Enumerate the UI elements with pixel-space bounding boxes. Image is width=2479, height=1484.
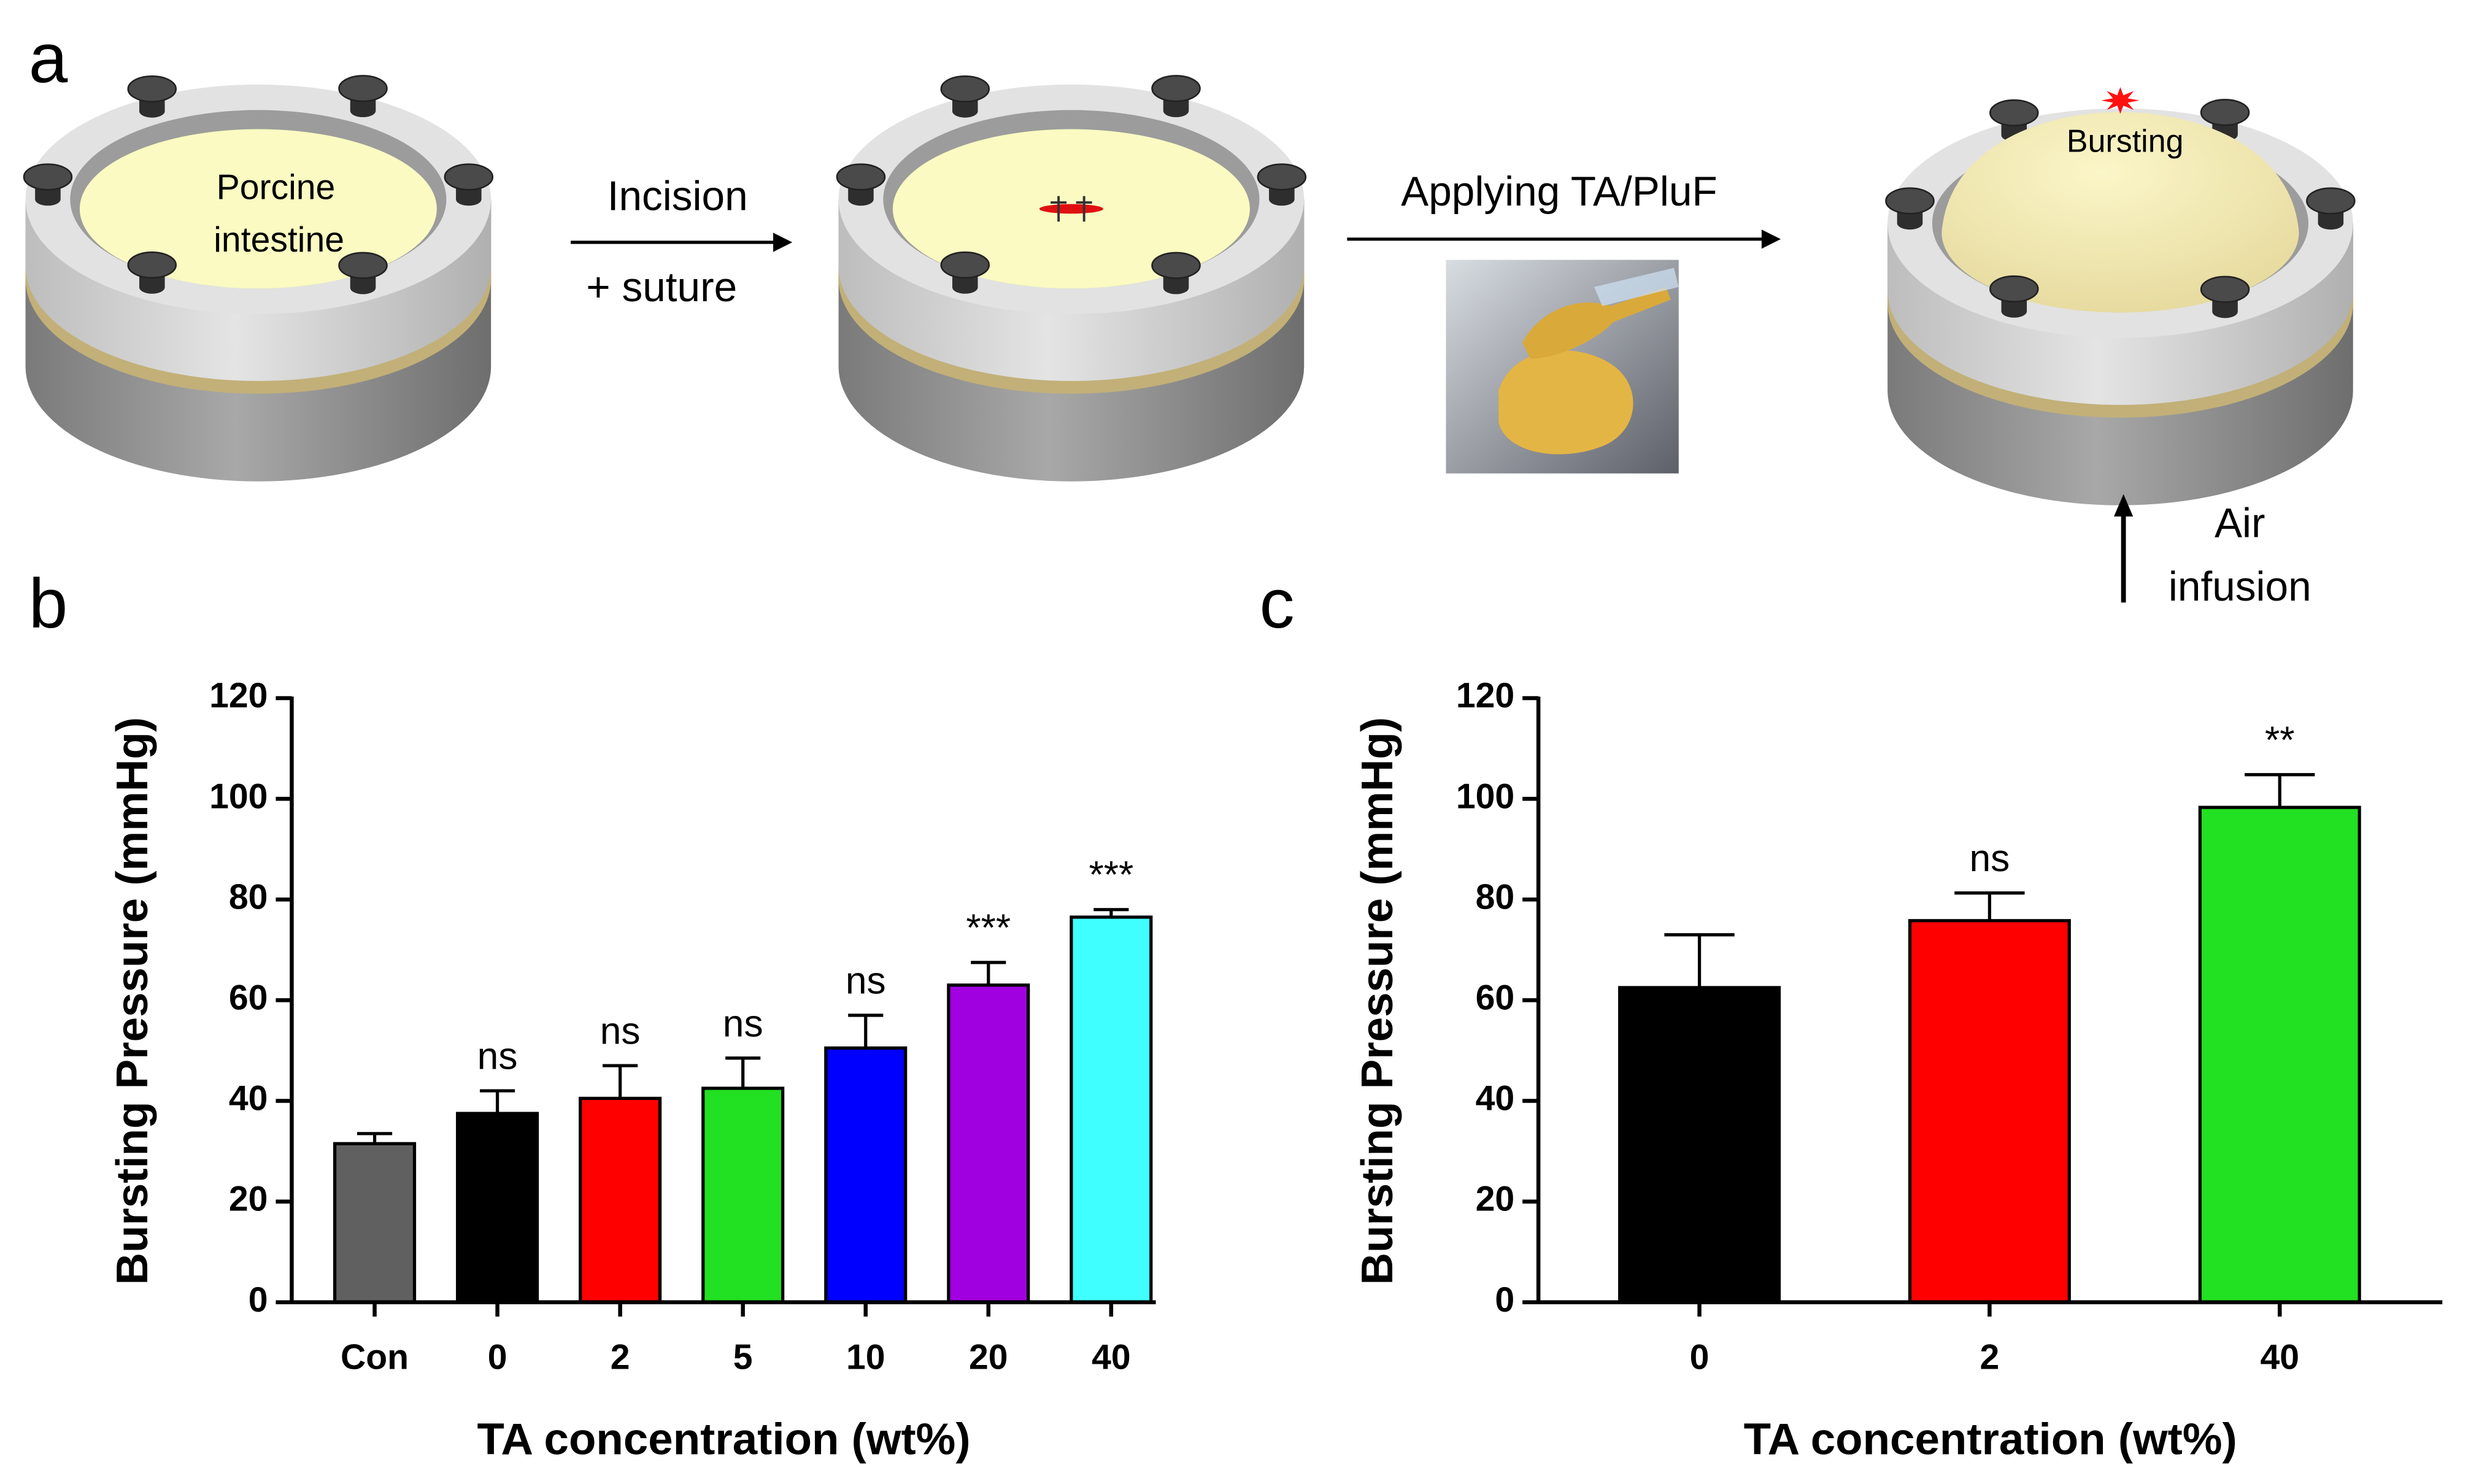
x-axis-label: TA concentration (wt%) [477,1415,970,1464]
step-label: Applying TA/PluF [1401,169,1718,215]
burst-label: Bursting [2067,124,2184,160]
fixture [836,75,1307,482]
screw-head [940,251,990,279]
y-tick-label: 100 [1456,777,1514,816]
y-tick-label: 40 [1476,1079,1515,1118]
x-tick-label: 20 [969,1337,1008,1377]
bar [333,1142,417,1304]
y-tick-label: 60 [229,978,268,1017]
bar [1908,919,2071,1304]
bar [2198,805,2361,1304]
arrow-head [773,233,793,252]
screw-head [338,252,388,279]
y-tick-label: 40 [229,1079,268,1118]
incision [1039,204,1103,214]
screw-head [1885,187,1935,215]
y-tick-label: 80 [1476,877,1515,917]
screw-head [2200,99,2250,126]
sample-label: intestine [214,220,344,260]
screw-head [127,251,177,279]
screw-head [1989,99,2039,127]
significance: ns [600,1010,641,1053]
y-tick-label: 100 [209,777,268,816]
bar [1618,986,1781,1304]
screw-head [2306,187,2356,215]
y-tick-label: 20 [229,1180,268,1219]
significance: ns [723,1002,763,1045]
bar [456,1112,539,1304]
y-tick-label: 0 [249,1280,268,1320]
significance: *** [966,907,1011,949]
screw-head [444,163,494,191]
x-tick-label: 5 [733,1337,753,1377]
x-tick-label: 10 [846,1337,885,1377]
panel-label: c [1259,565,1294,643]
y-axis-label: Bursting Pressure (mmHg) [1352,717,1402,1285]
significance: ns [1969,837,2010,880]
bar [579,1096,662,1304]
screw-head [127,75,177,103]
y-tick-label: 80 [229,877,268,917]
air-label: Air [2215,500,2265,546]
air-label: infusion [2169,564,2311,610]
x-axis-label: TA concentration (wt%) [1744,1415,2237,1464]
fixture [1885,87,2356,506]
inflated-tissue [1941,112,2299,313]
screw-head [2200,275,2250,303]
y-axis-label: Bursting Pressure (mmHg) [107,717,157,1285]
screw-head [1151,252,1201,279]
screw-head [338,75,388,102]
schematic: a Porcine intestine Incision + suture Ap… [23,20,2356,610]
y-tick-label: 0 [1495,1280,1514,1320]
burst-mark [2101,87,2140,114]
screw-head [836,163,886,191]
x-tick-label: Con [341,1337,409,1377]
arrow-head [2114,494,2134,517]
screw-head [940,75,990,103]
screw-head [1151,75,1201,102]
significance: ** [2265,719,2295,761]
suture [1051,196,1092,222]
bar [701,1086,785,1304]
screw-head [1989,275,2039,303]
fixture [23,75,494,482]
photo [1446,260,1679,474]
step-label: Incision [607,174,748,220]
y-tick-label: 120 [209,676,268,715]
screw-head [23,163,73,191]
x-tick-label: 40 [2260,1337,2299,1377]
sample-label: Porcine [217,167,336,207]
screw-head [1257,163,1307,191]
x-tick-label: 0 [488,1337,507,1377]
panel-label: a [29,20,68,98]
significance: ns [846,960,886,1002]
y-tick-label: 120 [1456,676,1514,715]
tissue [79,129,437,289]
panel-label: b [29,565,68,643]
x-tick-label: 0 [1690,1337,1710,1377]
arrow-head [1761,229,1781,249]
y-tick-label: 60 [1476,978,1515,1017]
bar [824,1046,908,1304]
significance: ns [477,1036,518,1078]
bar [1070,915,1153,1304]
bar [947,983,1030,1304]
step-label: + suture [586,264,737,310]
x-tick-label: 40 [1092,1337,1131,1377]
x-tick-label: 2 [611,1337,630,1377]
x-tick-label: 2 [1980,1337,2000,1377]
y-tick-label: 20 [1476,1180,1515,1219]
significance: *** [1089,854,1133,896]
